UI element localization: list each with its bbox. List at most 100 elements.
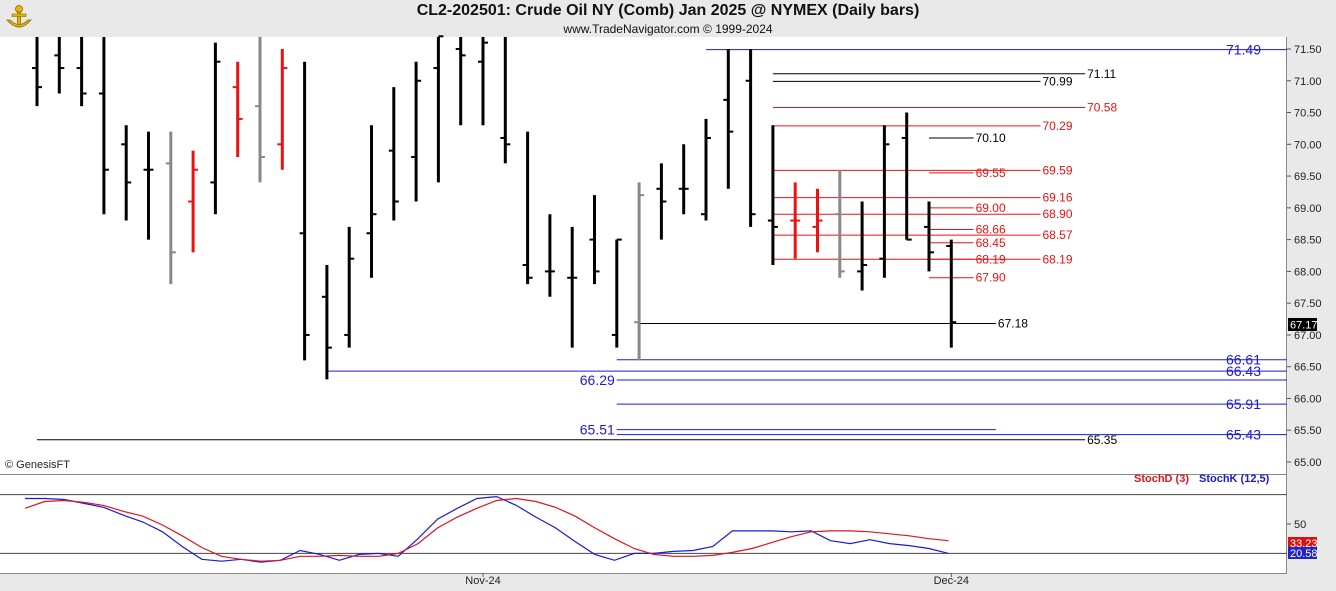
ohlc-bar [544, 214, 555, 297]
price-level-label: 68.19 [1043, 252, 1073, 266]
price-level-label: 65.43 [1226, 427, 1261, 443]
ohlc-bar [834, 169, 845, 278]
ohlc-bar [857, 201, 868, 291]
price-level-label: 70.10 [976, 131, 1006, 145]
ohlc-bar [344, 226, 355, 348]
ohlc-bar [767, 125, 778, 266]
price-level-label: 65.91 [1226, 396, 1261, 412]
price-tick-label: 65.50 [1294, 425, 1322, 437]
ohlc-bar [634, 182, 645, 361]
chart-header: CL2-202501: Crude Oil NY (Comb) Jan 2025… [0, 0, 1336, 37]
ohlc-bar [455, 37, 466, 126]
price-level-label: 65.35 [1087, 433, 1117, 447]
price-tick-label: 66.00 [1294, 393, 1322, 405]
ohlc-bar [321, 265, 332, 380]
price-levels: 71.49 71.11 70.99 70.58 70.29 70.10 69.59 69.55… [37, 42, 1287, 447]
legend-stoch-d: StochD (3) [1134, 473, 1189, 485]
price-level-label: 68.66 [976, 222, 1006, 236]
time-axis-ticks: Nov-24 Dec-24 [465, 573, 969, 587]
trade-navigator-logo-icon [4, 3, 34, 33]
price-level-label: 69.16 [1043, 191, 1073, 205]
stoch-k-line [25, 495, 949, 563]
ohlc-bar [32, 37, 42, 107]
price-level-label: 69.55 [976, 166, 1006, 180]
ohlc-bar [433, 35, 444, 183]
price-tick-label: 71.50 [1294, 44, 1322, 56]
price-tick-label: 68.50 [1294, 235, 1322, 247]
ohlc-bar [210, 42, 221, 215]
stoch-value-badge [1288, 547, 1317, 559]
ohlc-bar [366, 125, 377, 278]
price-tick-label: 71.00 [1294, 76, 1322, 88]
price-level-label: 68.57 [1043, 228, 1073, 242]
ohlc-bar [790, 182, 801, 259]
price-level-label: 65.51 [580, 422, 615, 438]
ohlc-bar [589, 195, 600, 285]
price-level-label: 70.29 [1043, 119, 1073, 133]
price-axis [1287, 37, 1336, 591]
ohlc-bar [879, 125, 890, 278]
copyright-label: © GenesisFT [5, 459, 70, 471]
price-level-label: 71.49 [1226, 42, 1261, 58]
ohlc-bar [678, 144, 689, 215]
legend-stoch-k: StochK (12,5) [1199, 473, 1270, 485]
ohlc-bar [522, 131, 533, 285]
stochastic-panel[interactable] [0, 475, 1287, 573]
price-level-label: 71.11 [1087, 67, 1116, 81]
price-level-label: 69.59 [1043, 163, 1073, 177]
ohlc-bar [121, 125, 132, 221]
ohlc-bar [76, 37, 87, 107]
price-tick-label: 69.50 [1294, 171, 1322, 183]
time-tick-label: Dec-24 [934, 575, 969, 587]
stoch-tick-label: 50 [1294, 519, 1306, 531]
price-tick-label: 65.00 [1294, 457, 1322, 469]
ohlc-bar [812, 188, 823, 253]
ohlc-bar [611, 238, 622, 348]
price-level-label: 69.00 [976, 201, 1006, 215]
ohlc-bar [500, 37, 511, 164]
chart-subtitle: www.TradeNavigator.com © 1999-2024 [563, 22, 773, 36]
stoch-d-line [24, 497, 949, 562]
ohlc-bar [388, 87, 399, 221]
ohlc-bar [188, 150, 199, 253]
price-level-label: 66.43 [1226, 363, 1261, 379]
ohlc-bar [924, 201, 934, 272]
chart-title: CL2-202501: Crude Oil NY (Comb) Jan 2025… [416, 2, 920, 19]
price-level-label: 70.99 [1043, 74, 1073, 88]
price-level-label: 66.29 [580, 372, 615, 388]
time-tick-label: Nov-24 [465, 575, 500, 587]
ohlc-bar [701, 118, 711, 221]
ohlc-bar [98, 37, 109, 215]
price-level-label: 66.61 [1226, 352, 1261, 368]
price-tick-label: 69.00 [1294, 203, 1322, 215]
price-tick-label: 68.00 [1294, 266, 1322, 278]
ohlc-bars [32, 35, 957, 380]
ohlc-bar [277, 49, 288, 170]
price-tick-label: 70.50 [1294, 108, 1322, 120]
price-level-label: 67.18 [998, 316, 1028, 330]
ohlc-bar [299, 61, 310, 361]
price-level-label: 68.45 [976, 236, 1006, 250]
ohlc-bar [946, 239, 957, 348]
price-tick-label: 67.50 [1294, 298, 1322, 310]
price-tick-label: 66.50 [1294, 362, 1322, 374]
stoch-value-badge [1288, 537, 1317, 549]
price-axis-ticks: 71.50 71.00 70.50 70.00 69.50 69.00 68.50 68.00… [1287, 44, 1322, 469]
ohlc-bar [411, 61, 422, 202]
ohlc-bar [567, 226, 578, 348]
ohlc-bar [723, 49, 734, 189]
price-level-label: 67.90 [976, 271, 1006, 285]
ohlc-bar [232, 61, 243, 158]
price-tick-label: 70.00 [1294, 139, 1322, 151]
svg-text:67.17: 67.17 [1290, 320, 1318, 332]
ohlc-bar [165, 131, 176, 285]
ohlc-bar [478, 37, 488, 126]
ohlc-bar [656, 163, 667, 240]
price-level-label: 70.58 [1087, 100, 1117, 114]
ohlc-bar [54, 37, 65, 94]
ohlc-bar [901, 112, 912, 241]
price-tick-label: 67.00 [1294, 330, 1322, 342]
ohlc-bar [745, 49, 756, 227]
